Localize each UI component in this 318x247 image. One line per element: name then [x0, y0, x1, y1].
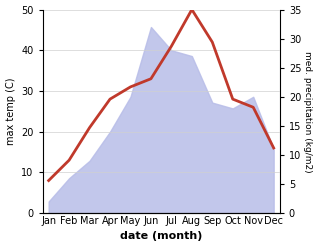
Y-axis label: max temp (C): max temp (C) [5, 78, 16, 145]
X-axis label: date (month): date (month) [120, 231, 202, 242]
Y-axis label: med. precipitation (kg/m2): med. precipitation (kg/m2) [303, 51, 313, 172]
